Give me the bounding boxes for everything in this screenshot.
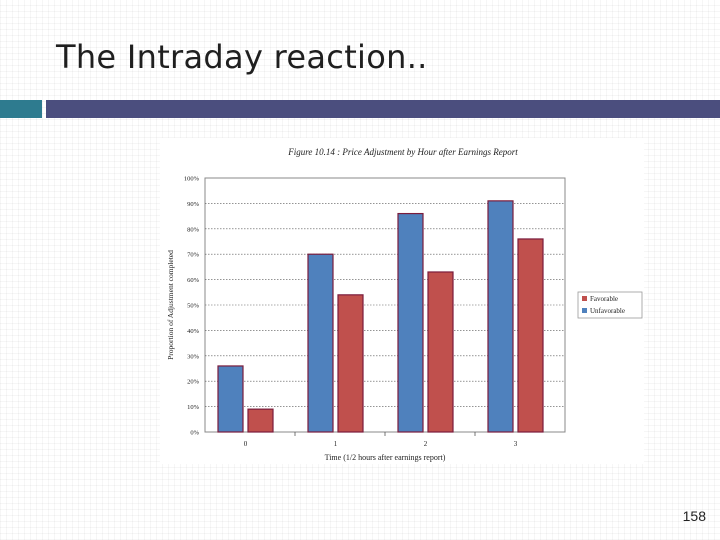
y-tick-label: 100%: [184, 176, 200, 183]
bar-unfavorable-1: [307, 253, 334, 433]
legend-box: [577, 291, 643, 319]
bar-unfavorable-2: [397, 212, 424, 433]
x-axis: 0 1 2 3: [244, 432, 518, 448]
bar-favorable-0: [247, 408, 274, 433]
legend: Favorable Unfavorable: [577, 291, 643, 319]
x-tick-label: 0: [244, 440, 248, 448]
y-tick-label: 80%: [187, 226, 200, 233]
chart-panel: Figure 10.14 : Price Adjustment by Hour …: [160, 138, 644, 464]
legend-swatch-favorable: [582, 296, 587, 301]
y-tick-label: 10%: [187, 404, 200, 411]
x-tick-label: 3: [514, 440, 518, 448]
chart-title: Figure 10.14 : Price Adjustment by Hour …: [287, 147, 518, 157]
y-tick-label: 40%: [187, 328, 200, 335]
page-number: 158: [682, 508, 706, 524]
y-tick-label: 90%: [187, 201, 200, 208]
y-tick-label: 60%: [187, 277, 200, 284]
y-tick-label: 0%: [190, 430, 199, 437]
y-axis-label: Proportion of Adjustment completed: [166, 250, 175, 360]
bar-unfavorable-3: [487, 200, 514, 433]
y-tick-label: 20%: [187, 379, 200, 386]
y-axis: 0% 10% 20% 30% 40% 50% 60% 70% 80% 90% 100%: [184, 176, 200, 437]
x-axis-label: Time (1/2 hours after earnings report): [325, 453, 446, 462]
bars: [217, 200, 544, 433]
y-tick-label: 70%: [187, 252, 200, 259]
bar-favorable-1: [337, 294, 364, 433]
legend-swatch-unfavorable: [582, 308, 587, 313]
bar-unfavorable-0: [217, 365, 244, 433]
x-tick-label: 2: [424, 440, 428, 448]
slide-title: The Intraday reaction..: [56, 38, 428, 76]
y-tick-label: 50%: [187, 303, 200, 310]
bar-favorable-3: [517, 238, 544, 433]
x-tick-label: 1: [334, 440, 338, 448]
accent-bar-left: [0, 100, 42, 118]
accent-bar-right: [46, 100, 720, 118]
bar-favorable-2: [427, 271, 454, 433]
y-tick-label: 30%: [187, 353, 200, 360]
legend-label-favorable: Favorable: [590, 295, 618, 303]
bar-chart: Figure 10.14 : Price Adjustment by Hour …: [166, 147, 643, 462]
legend-label-unfavorable: Unfavorable: [590, 307, 625, 315]
